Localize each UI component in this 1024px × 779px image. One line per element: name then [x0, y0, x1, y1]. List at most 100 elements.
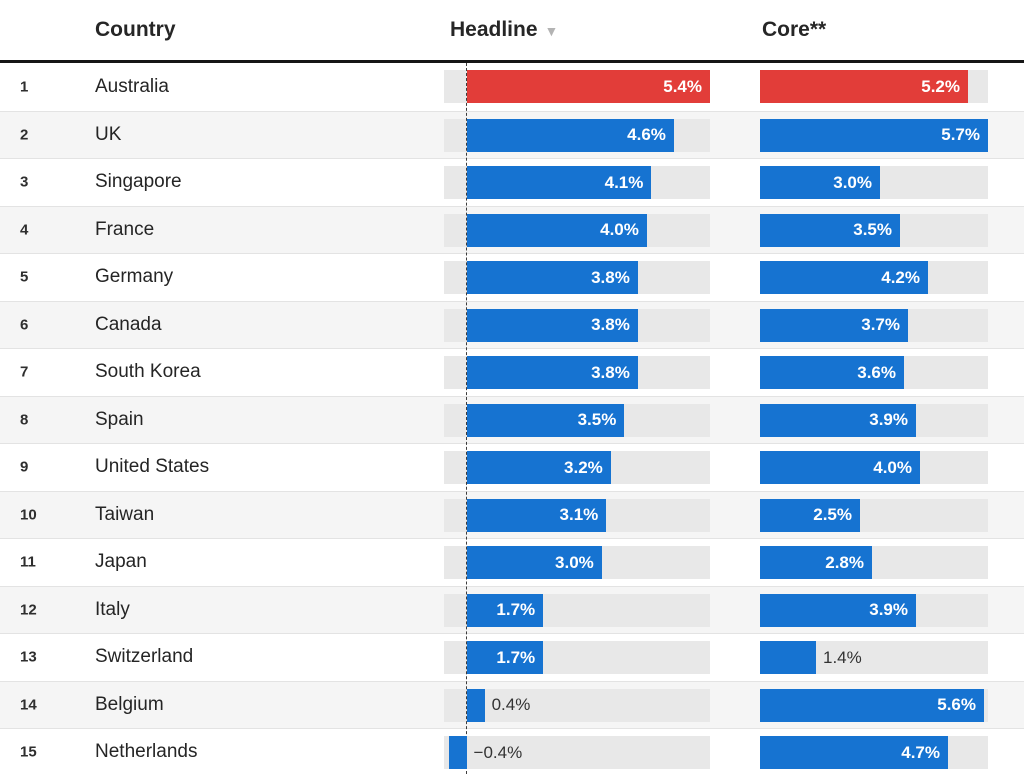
table-row: 8 Spain 3.5% 3.9% — [0, 395, 1024, 443]
core-bar-track: 2.8% — [760, 546, 988, 579]
core-bar: 4.0% — [760, 451, 920, 484]
table-row: 11 Japan 3.0% 2.8% — [0, 538, 1024, 586]
core-value-label: 5.2% — [921, 76, 960, 96]
headline-bar — [448, 736, 467, 769]
country-label: Australia — [95, 75, 169, 97]
table-row: 3 Singapore 4.1% 3.0% — [0, 158, 1024, 206]
rank-label: 13 — [20, 648, 37, 666]
core-value-label: 5.7% — [941, 125, 980, 144]
country-label: Taiwan — [95, 503, 155, 525]
core-bar-track: 3.7% — [760, 308, 988, 342]
rank-label: 4 — [20, 221, 29, 239]
country-label: UK — [95, 123, 122, 145]
table-row: 7 South Korea 3.8% 3.6% — [0, 348, 1024, 396]
headline-value-label: 4.0% — [600, 220, 639, 239]
table-row: 2 UK 4.6% 5.7% — [0, 110, 1024, 158]
rank-label: 9 — [20, 458, 29, 476]
headline-value-label: 0.4% — [491, 695, 531, 714]
headline-value-label: 3.8% — [591, 267, 630, 287]
rank-label: 6 — [20, 316, 29, 334]
headline-bar: 3.5% — [466, 403, 625, 437]
headline-bar-track: 4.1% — [444, 166, 710, 199]
headline-bar: 4.6% — [466, 118, 674, 152]
core-bar-track: 4.2% — [760, 261, 988, 294]
country-label: Netherlands — [95, 741, 198, 763]
headline-bar: 1.7% — [466, 593, 544, 627]
core-bar-track: 3.5% — [760, 213, 988, 247]
headline-bar: 3.1% — [466, 498, 607, 532]
core-bar: 3.7% — [760, 308, 908, 342]
country-label: France — [95, 218, 155, 240]
core-bar-track: 3.6% — [760, 356, 988, 389]
table-header: Country Headline ▼ Core** — [0, 0, 1024, 60]
core-bar-track: 5.7% — [760, 118, 988, 152]
core-bar-track: 4.7% — [760, 736, 988, 769]
headline-bar-track: 3.8% — [444, 308, 710, 342]
core-value-label: 5.6% — [937, 695, 976, 714]
headline-bar: 4.0% — [466, 213, 647, 247]
core-bar: 3.9% — [760, 593, 916, 627]
headline-bar-track: 3.0% — [444, 546, 710, 579]
rank-label: 11 — [20, 553, 36, 571]
country-label: South Korea — [95, 361, 201, 383]
core-bar-track: 5.2% — [760, 70, 988, 103]
rank-label: 10 — [20, 506, 37, 524]
headline-bar: 3.0% — [466, 546, 602, 579]
core-bar — [760, 641, 816, 674]
country-label: Canada — [95, 313, 162, 335]
core-value-label: 4.0% — [873, 457, 912, 477]
country-label: Singapore — [95, 171, 182, 193]
rank-label: 14 — [20, 696, 37, 714]
rank-label: 3 — [20, 173, 29, 191]
column-header-core[interactable]: Core** — [762, 18, 827, 41]
core-value-label: 3.6% — [857, 362, 896, 382]
core-bar: 2.8% — [760, 546, 872, 579]
headline-value-label: 1.7% — [496, 600, 536, 619]
core-bar-track: 4.0% — [760, 451, 988, 484]
zero-axis-line — [466, 63, 467, 774]
headline-value-label: 3.1% — [559, 505, 599, 524]
headline-bar — [466, 688, 485, 722]
headline-value-label: 3.8% — [591, 362, 630, 382]
headline-value-label: −0.4% — [473, 742, 523, 762]
headline-value-label: 4.1% — [604, 172, 644, 192]
column-header-headline-label: Headline — [450, 18, 538, 41]
headline-bar: 1.7% — [466, 641, 544, 674]
core-value-label: 4.7% — [901, 742, 940, 762]
headline-bar-track: 3.5% — [444, 403, 710, 437]
core-bar: 3.5% — [760, 213, 900, 247]
core-value-label: 3.7% — [861, 315, 900, 334]
country-label: Spain — [95, 408, 144, 430]
core-bar: 5.2% — [760, 70, 968, 103]
table-row: 9 United States 3.2% 4.0% — [0, 443, 1024, 491]
headline-bar: 3.8% — [466, 356, 638, 389]
core-value-label: 3.9% — [869, 600, 908, 619]
core-value-label: 3.0% — [833, 172, 872, 192]
headline-bar-track: 3.2% — [444, 451, 710, 484]
core-bar: 4.2% — [760, 261, 928, 294]
core-bar-track: 5.6% — [760, 688, 988, 722]
rank-label: 1 — [20, 78, 29, 96]
column-header-country[interactable]: Country — [95, 18, 176, 41]
country-label: United States — [95, 456, 210, 478]
table-row: 4 France 4.0% 3.5% — [0, 205, 1024, 253]
headline-value-label: 3.8% — [591, 315, 630, 334]
rank-label: 15 — [20, 743, 37, 761]
rank-label: 5 — [20, 268, 29, 286]
table-row: 12 Italy 1.7% 3.9% — [0, 585, 1024, 633]
headline-bar: 3.8% — [466, 308, 638, 342]
headline-bar-track: 4.6% — [444, 118, 710, 152]
headline-bar-track: 3.1% — [444, 498, 710, 532]
table-row: 10 Taiwan 3.1% 2.5% — [0, 490, 1024, 538]
core-value-label: 1.4% — [823, 647, 862, 667]
country-label: Japan — [95, 551, 147, 573]
headline-bar-track: 4.0% — [444, 213, 710, 247]
country-label: Belgium — [95, 693, 164, 715]
headline-bar: 5.4% — [466, 70, 710, 103]
headline-bar: 4.1% — [466, 166, 652, 199]
column-header-headline[interactable]: Headline ▼ — [450, 18, 558, 42]
core-value-label: 2.5% — [813, 505, 852, 524]
core-bar-track: 3.9% — [760, 593, 988, 627]
headline-bar-track: 3.8% — [444, 261, 710, 294]
table-row: 15 Netherlands −0.4% 4.7% — [0, 728, 1024, 776]
